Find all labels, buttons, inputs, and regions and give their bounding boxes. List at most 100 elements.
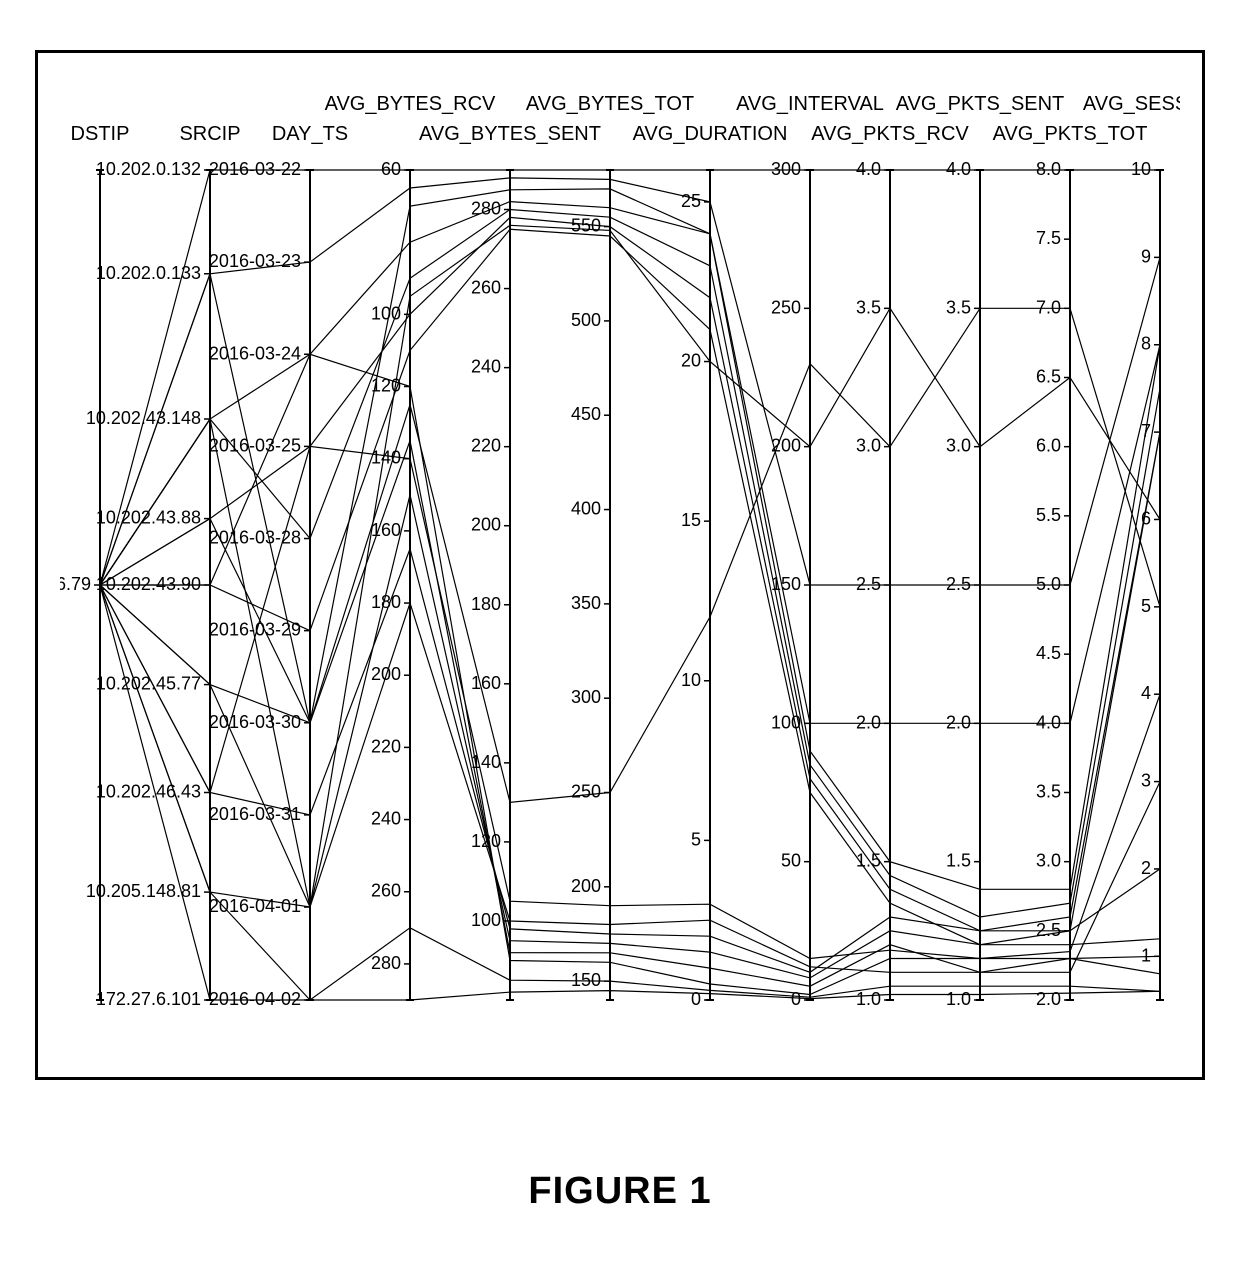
tick-label: 0 bbox=[791, 989, 801, 1009]
axis-AVG_SESSIONS: AVG_SESSIONS12345678910 bbox=[1083, 93, 1180, 1000]
tick-label: 6 bbox=[1141, 508, 1151, 528]
tick-label: 1.5 bbox=[856, 851, 881, 871]
tick-label: 500 bbox=[571, 310, 601, 330]
axis-DSTIP: DSTIP202.171.256.79 bbox=[60, 123, 129, 1000]
tick-label: 7.5 bbox=[1036, 228, 1061, 248]
tick-label: 0 bbox=[691, 989, 701, 1009]
tick-label: 300 bbox=[771, 159, 801, 179]
tick-label: 3.5 bbox=[856, 297, 881, 317]
tick-label: 10.205.148.81 bbox=[86, 881, 201, 901]
tick-label: 140 bbox=[471, 752, 501, 772]
tick-label: 550 bbox=[571, 216, 601, 236]
axis-AVG_BYTES_RCV: AVG_BYTES_RCV601001201401601802002202402… bbox=[325, 93, 496, 1000]
tick-label: 2.5 bbox=[1036, 920, 1061, 940]
tick-label: 260 bbox=[471, 278, 501, 298]
axis-DAY_TS: DAY_TS2016-03-222016-03-232016-03-242016… bbox=[209, 123, 348, 1009]
tick-label: 5.0 bbox=[1036, 574, 1061, 594]
axis-AVG_DURATION: AVG_DURATION0510152025 bbox=[633, 123, 788, 1009]
tick-label: 25 bbox=[681, 191, 701, 211]
axis-title: AVG_PKTS_TOT bbox=[993, 123, 1148, 145]
tick-label: 450 bbox=[571, 404, 601, 424]
tick-label: 200 bbox=[371, 664, 401, 684]
axis-title: DSTIP bbox=[71, 123, 130, 145]
tick-label: 2016-04-02 bbox=[209, 989, 301, 1009]
tick-label: 4.0 bbox=[946, 159, 971, 179]
axis-title: AVG_SESSIONS bbox=[1083, 93, 1180, 115]
tick-label: 140 bbox=[371, 448, 401, 468]
axis-title: AVG_BYTES_TOT bbox=[526, 93, 694, 115]
record-line bbox=[100, 178, 1160, 585]
tick-label: 2016-03-25 bbox=[209, 435, 301, 455]
tick-label: 100 bbox=[471, 910, 501, 930]
axis-title: AVG_DURATION bbox=[633, 123, 788, 145]
records-group bbox=[100, 170, 1160, 1000]
tick-label: 1.0 bbox=[856, 989, 881, 1009]
tick-label: 100 bbox=[771, 712, 801, 732]
tick-label: 8 bbox=[1141, 334, 1151, 354]
tick-label: 10.202.43.148 bbox=[86, 408, 201, 428]
tick-label: 2.5 bbox=[856, 574, 881, 594]
tick-label: 10.202.45.77 bbox=[96, 674, 201, 694]
tick-label: 7 bbox=[1141, 421, 1151, 441]
tick-label: 200 bbox=[471, 515, 501, 535]
tick-label: 260 bbox=[371, 881, 401, 901]
tick-label: 2.5 bbox=[946, 574, 971, 594]
tick-label: 172.27.6.101 bbox=[96, 989, 201, 1009]
tick-label: 3.5 bbox=[946, 297, 971, 317]
tick-label: 3.0 bbox=[1036, 851, 1061, 871]
record-line bbox=[100, 446, 1160, 958]
tick-label: 3.5 bbox=[1036, 782, 1061, 802]
tick-label: 60 bbox=[381, 159, 401, 179]
tick-label: 10.202.0.132 bbox=[96, 159, 201, 179]
tick-label: 2.0 bbox=[1036, 989, 1061, 1009]
tick-label: 10 bbox=[681, 670, 701, 690]
tick-label: 3.0 bbox=[856, 436, 881, 456]
tick-label: 400 bbox=[571, 499, 601, 519]
tick-label: 10.202.46.43 bbox=[96, 782, 201, 802]
tick-label: 1.5 bbox=[946, 851, 971, 871]
tick-label: 4.0 bbox=[1036, 712, 1061, 732]
tick-label: 2016-03-29 bbox=[209, 620, 301, 640]
tick-label: 50 bbox=[781, 851, 801, 871]
tick-label: 4 bbox=[1141, 683, 1151, 703]
tick-label: 2016-03-31 bbox=[209, 804, 301, 824]
tick-label: 160 bbox=[371, 520, 401, 540]
axis-AVG_PKTS_RCV: AVG_PKTS_RCV 1.0 1.5 2.0 2.5 3.0 3.5 4.0 bbox=[811, 123, 969, 1009]
tick-label: 2016-04-01 bbox=[209, 896, 301, 916]
tick-label: 250 bbox=[771, 297, 801, 317]
tick-label: 180 bbox=[371, 592, 401, 612]
tick-label: 150 bbox=[771, 574, 801, 594]
axis-title: DAY_TS bbox=[272, 123, 348, 145]
tick-label: 5 bbox=[691, 829, 701, 849]
tick-label: 220 bbox=[371, 736, 401, 756]
tick-label: 5 bbox=[1141, 596, 1151, 616]
tick-label: 250 bbox=[571, 782, 601, 802]
axis-title: AVG_PKTS_RCV bbox=[811, 123, 969, 145]
axis-AVG_BYTES_TOT: AVG_BYTES_TOT150200250300350400450500550 bbox=[526, 93, 694, 1000]
axis-AVG_BYTES_SENT: AVG_BYTES_SENT10012014016018020022024026… bbox=[419, 123, 601, 1000]
record-line bbox=[100, 229, 1160, 944]
axis-title: AVG_PKTS_SENT bbox=[896, 93, 1065, 115]
tick-label: 7.0 bbox=[1036, 297, 1061, 317]
axis-title: AVG_INTERVAL bbox=[736, 93, 884, 115]
tick-label: 10.202.43.90 bbox=[96, 574, 201, 594]
axis-title: AVG_BYTES_SENT bbox=[419, 123, 601, 145]
tick-label: 180 bbox=[471, 594, 501, 614]
tick-label: 2.0 bbox=[856, 712, 881, 732]
tick-label: 4.5 bbox=[1036, 643, 1061, 663]
figure-caption: FIGURE 1 bbox=[0, 1170, 1240, 1213]
tick-label: 20 bbox=[681, 351, 701, 371]
tick-label: 120 bbox=[471, 831, 501, 851]
tick-label: 150 bbox=[571, 970, 601, 990]
tick-label: 3 bbox=[1141, 771, 1151, 791]
tick-label: 2016-03-28 bbox=[209, 528, 301, 548]
tick-label: 280 bbox=[371, 953, 401, 973]
tick-label: 280 bbox=[471, 199, 501, 219]
tick-label: 100 bbox=[371, 303, 401, 323]
tick-label: 160 bbox=[471, 673, 501, 693]
axis-title: AVG_BYTES_RCV bbox=[325, 93, 496, 115]
tick-label: 10.202.43.88 bbox=[96, 508, 201, 528]
tick-label: 2 bbox=[1141, 858, 1151, 878]
tick-label: 6.5 bbox=[1036, 367, 1061, 387]
record-line bbox=[100, 170, 1160, 585]
